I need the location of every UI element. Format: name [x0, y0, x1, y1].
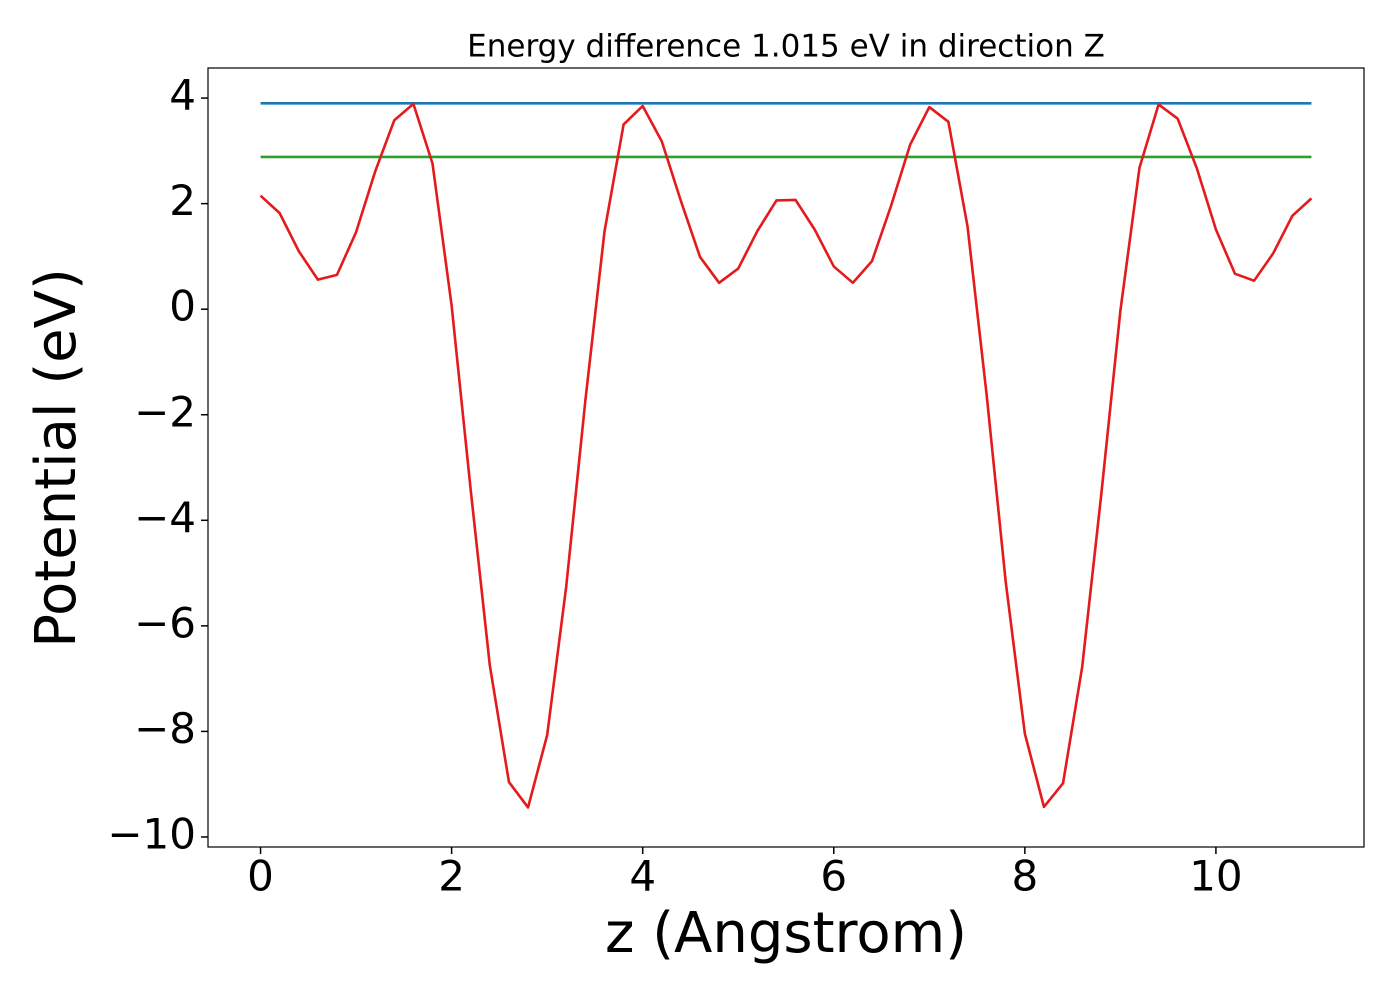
plot-frame — [207, 67, 1365, 848]
y-tick-label: 0 — [169, 282, 196, 331]
y-tick-label: −6 — [134, 598, 196, 647]
x-tick-label: 4 — [629, 852, 656, 901]
x-axis-label: z (Angstrom) — [605, 901, 967, 966]
y-tick-label: −4 — [134, 493, 196, 542]
y-axis-label: Potential (eV) — [24, 268, 89, 648]
line-series — [259, 102, 1313, 809]
x-tick-label: 8 — [1011, 852, 1038, 901]
x-tick-label: 0 — [247, 852, 274, 901]
y-tick-label: 2 — [169, 176, 196, 225]
y-tick-label: −2 — [134, 387, 196, 436]
y-tick-label: −8 — [134, 704, 196, 753]
y-tick-label: 4 — [169, 71, 196, 120]
x-tick-label: 10 — [1189, 852, 1242, 901]
x-tick-label: 6 — [820, 852, 847, 901]
chart-title: Energy difference 1.015 eV in direction … — [467, 29, 1105, 65]
y-tick-label: −10 — [107, 809, 196, 858]
x-tick-label: 2 — [438, 852, 465, 901]
